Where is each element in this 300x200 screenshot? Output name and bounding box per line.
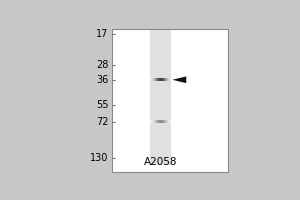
Bar <box>150 30 171 165</box>
Text: 72: 72 <box>96 117 108 127</box>
Polygon shape <box>172 76 186 83</box>
Bar <box>112 29 228 172</box>
Text: 55: 55 <box>96 100 108 110</box>
Text: A2058: A2058 <box>144 157 178 167</box>
Text: 17: 17 <box>96 29 108 39</box>
Text: 36: 36 <box>96 75 108 85</box>
Text: 130: 130 <box>90 153 108 163</box>
Text: 28: 28 <box>96 60 108 70</box>
